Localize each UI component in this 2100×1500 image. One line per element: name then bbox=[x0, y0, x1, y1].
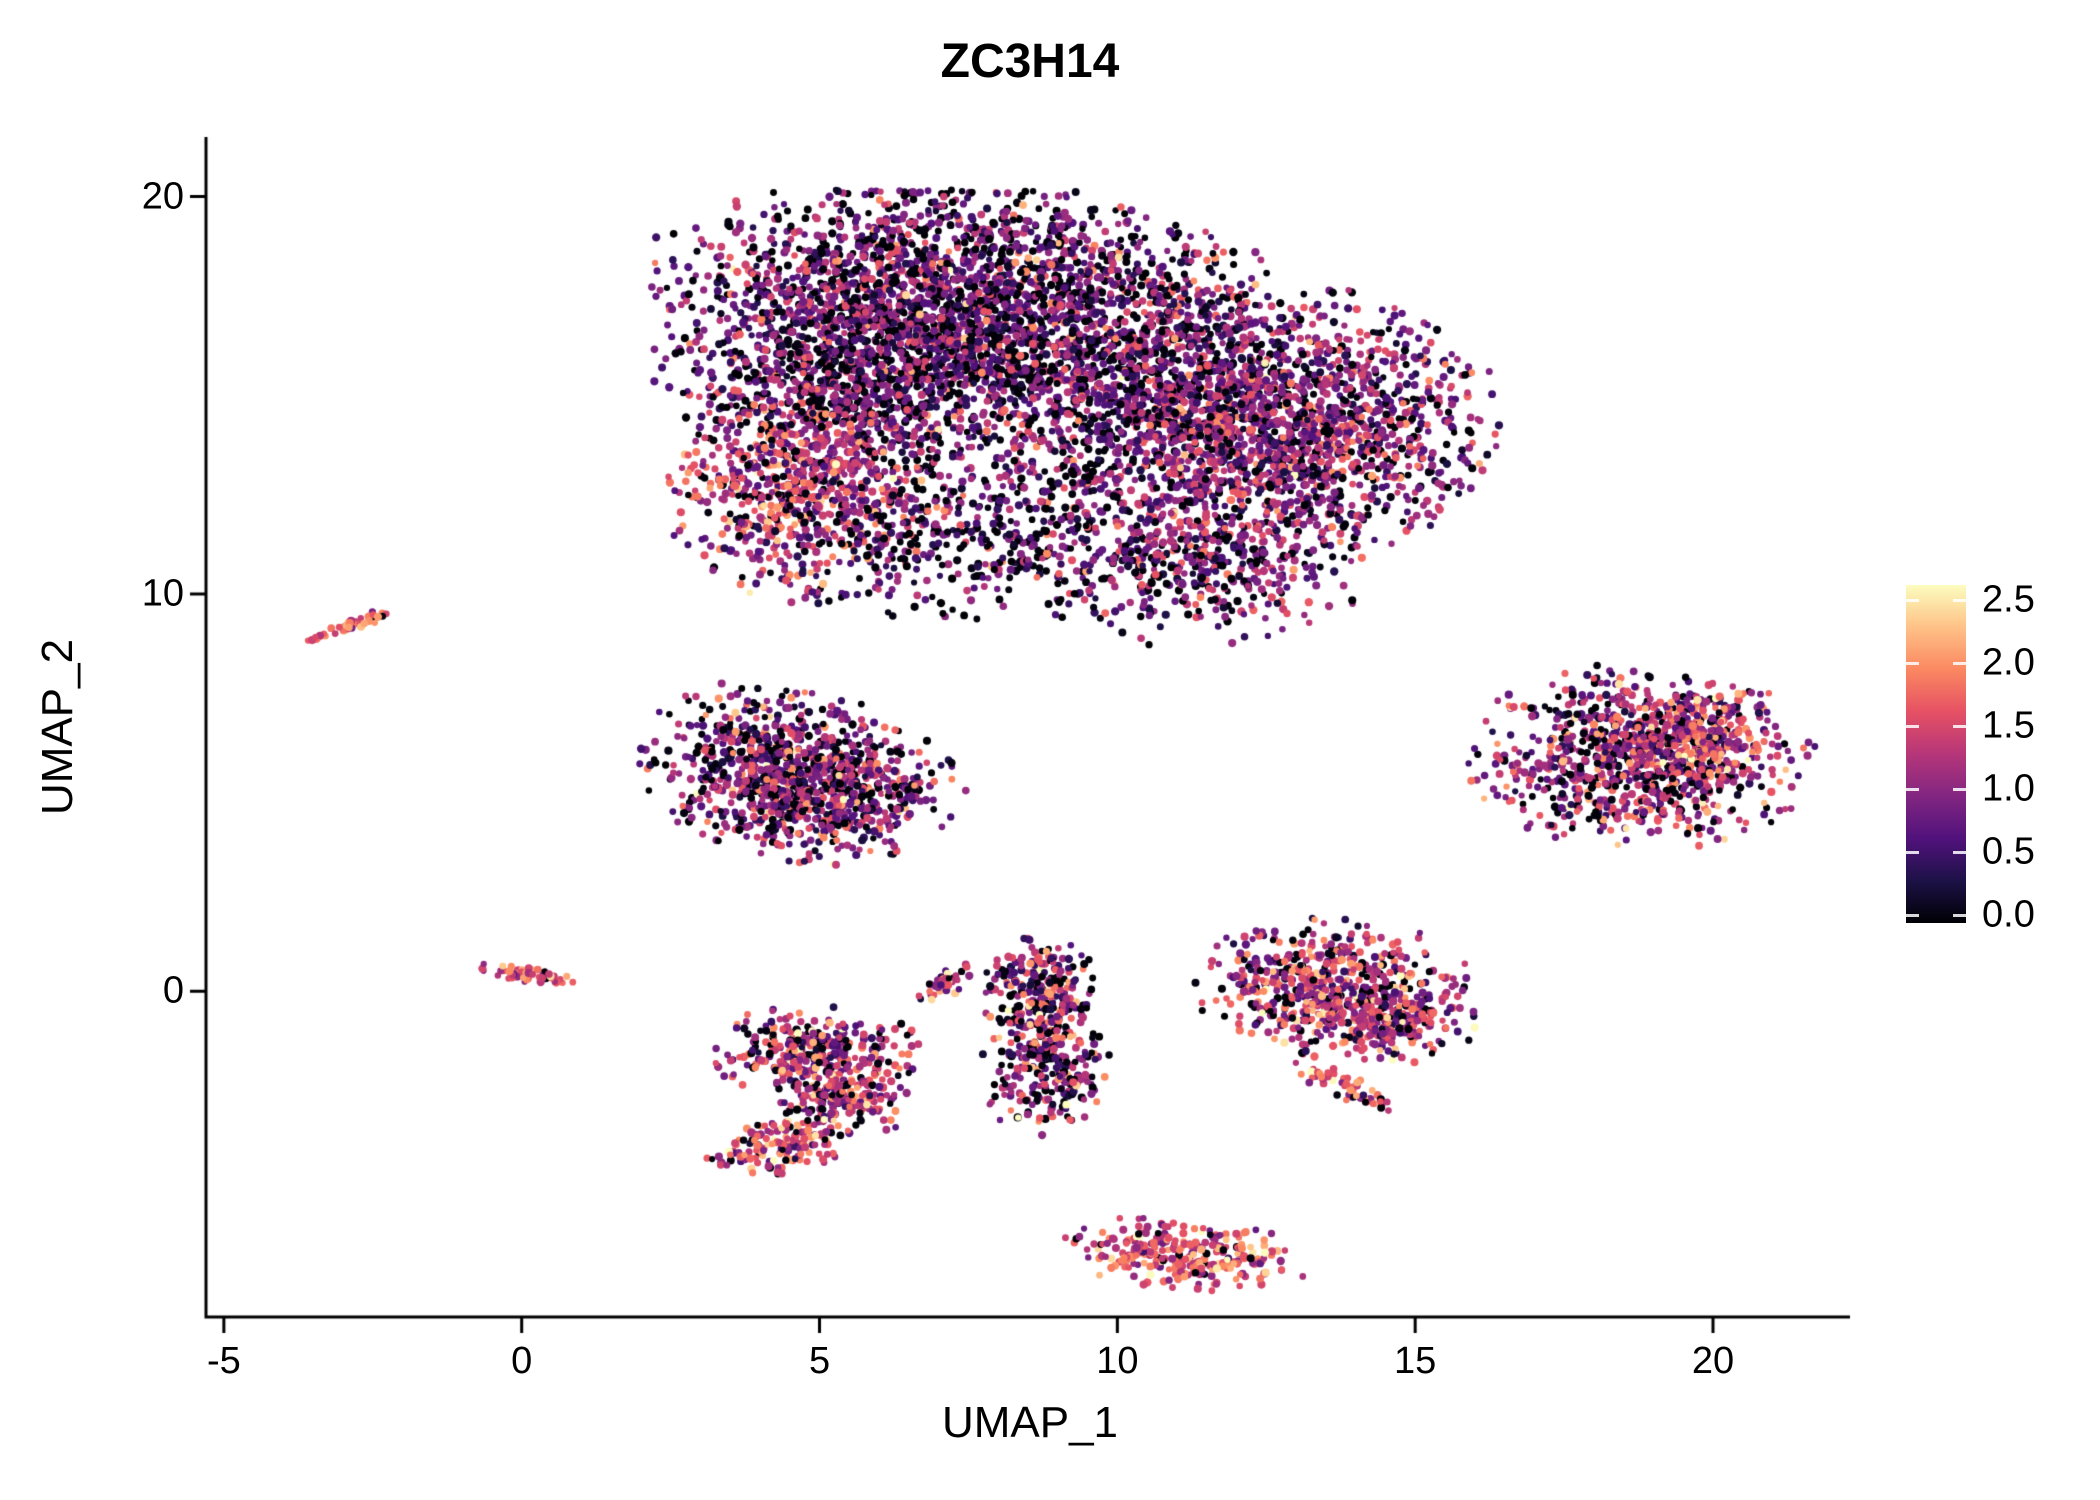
colorbar-tick-label: 0.5 bbox=[1982, 830, 2035, 873]
x-axis-label: UMAP_1 bbox=[941, 1398, 1119, 1447]
colorbar-tick-label: 2.5 bbox=[1982, 578, 2035, 621]
colorbar-tick-mark bbox=[1953, 598, 1966, 602]
colorbar-tick-mark bbox=[1953, 850, 1966, 854]
colorbar-tick-label: 2.0 bbox=[1982, 641, 2035, 684]
x-tick-label: 5 bbox=[808, 1340, 831, 1382]
colorbar-tick-mark bbox=[1906, 598, 1919, 602]
colorbar-gradient bbox=[1906, 585, 1966, 923]
colorbar-tick-mark bbox=[1906, 724, 1919, 728]
y-axis-label: UMAP_2 bbox=[33, 638, 82, 816]
colorbar-tick-label: 1.5 bbox=[1982, 704, 2035, 747]
colorbar-tick-mark bbox=[1953, 913, 1966, 917]
colorbar-tick-mark bbox=[1906, 913, 1919, 917]
y-tick-label: 10 bbox=[141, 572, 184, 615]
colorbar-tick-mark bbox=[1906, 661, 1919, 665]
x-tick-label: 0 bbox=[511, 1340, 533, 1382]
colorbar-tick-mark bbox=[1953, 787, 1966, 791]
x-tick-label: 15 bbox=[1394, 1340, 1437, 1382]
colorbar-tick-mark bbox=[1906, 787, 1919, 791]
plot-title: ZC3H14 bbox=[940, 35, 1120, 88]
colorbar-tick-mark bbox=[1953, 661, 1966, 665]
x-tick-label: -5 bbox=[206, 1340, 241, 1382]
x-tick-label: 10 bbox=[1096, 1340, 1139, 1382]
y-tick-label: 20 bbox=[141, 175, 184, 218]
x-tick-label: 20 bbox=[1691, 1340, 1735, 1382]
colorbar-tick-label: 1.0 bbox=[1982, 767, 2035, 810]
colorbar-tick-mark bbox=[1953, 724, 1966, 728]
y-tick-label: 0 bbox=[162, 969, 184, 1012]
colorbar-tick-mark bbox=[1906, 850, 1919, 854]
colorbar-tick-label: 0.0 bbox=[1982, 893, 2035, 936]
